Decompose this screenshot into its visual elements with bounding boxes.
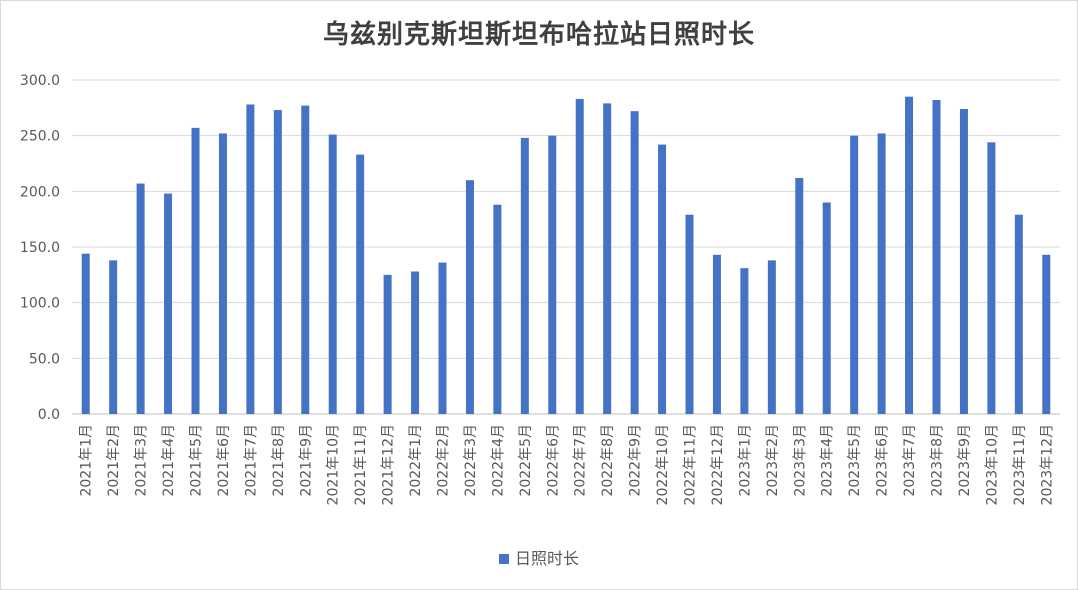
x-tick-label: 2022年5月: [518, 424, 534, 497]
x-tick-label: 2023年9月: [957, 424, 973, 497]
bar: [301, 105, 310, 415]
x-tick-label: 2023年6月: [875, 424, 891, 497]
bar: [411, 271, 420, 414]
x-tick-label: 2022年9月: [628, 424, 644, 497]
x-tick-label: 2022年3月: [463, 424, 479, 497]
x-tick-label: 2022年2月: [436, 424, 452, 497]
chart-title: 乌兹别克斯坦斯坦布哈拉站日照时长: [322, 20, 755, 50]
bar: [685, 214, 694, 414]
y-tick-label: 200.0: [20, 184, 60, 200]
x-tick-label: 2021年2月: [106, 424, 122, 497]
bar: [740, 268, 749, 414]
gridlines: [72, 79, 1060, 415]
bar: [767, 260, 776, 414]
x-tick-label: 2023年7月: [902, 424, 918, 497]
y-tick-label: 150.0: [20, 240, 60, 256]
x-tick-label: 2021年6月: [216, 424, 232, 497]
x-tick-label: 2023年11月: [1012, 424, 1028, 505]
x-tick-label: 2023年5月: [847, 424, 863, 497]
bar: [932, 100, 941, 414]
bar: [273, 110, 282, 414]
x-tick-label: 2021年10月: [326, 424, 342, 505]
bar: [164, 193, 173, 414]
bar: [136, 183, 145, 414]
bar: [328, 134, 337, 414]
x-tick-label: 2021年8月: [271, 424, 287, 497]
y-axis-ticks: 0.0 50.0 100.0 150.0 200.0 250.0 300.0: [20, 73, 60, 423]
bar: [603, 103, 612, 414]
x-axis-ticks: 2021年1月 2021年2月 2021年3月 2021年4月 2021年5月 2021年…: [79, 424, 1056, 505]
bar: [246, 104, 255, 414]
bar: [712, 254, 721, 414]
bar: [987, 142, 996, 414]
x-tick-label: 2021年7月: [243, 424, 259, 497]
bar: [575, 98, 584, 414]
y-tick-label: 50.0: [29, 351, 60, 367]
x-tick-label: 2022年6月: [545, 424, 561, 497]
bar: [822, 202, 831, 414]
bar: [548, 135, 557, 414]
legend-label: 日照时长: [514, 549, 579, 568]
bar: [658, 144, 667, 414]
bars: [81, 96, 1051, 415]
bar: [877, 133, 886, 414]
bar: [1014, 214, 1023, 414]
x-tick-label: 2022年8月: [600, 424, 616, 497]
x-tick-label: 2021年11月: [353, 424, 369, 505]
x-tick-label: 2023年4月: [820, 424, 836, 497]
bar: [520, 137, 529, 415]
x-tick-label: 2023年12月: [1039, 424, 1055, 505]
bar: [465, 180, 474, 414]
bar: [795, 177, 804, 414]
x-tick-label: 2021年12月: [381, 424, 397, 505]
x-tick-label: 2022年10月: [655, 424, 671, 505]
x-tick-label: 2022年1月: [408, 424, 424, 497]
x-tick-label: 2022年4月: [490, 424, 506, 497]
bar: [630, 111, 639, 414]
bar: [356, 154, 365, 415]
y-tick-label: 300.0: [20, 73, 60, 89]
bar: [383, 274, 392, 414]
bar: [81, 253, 90, 414]
bar: [438, 262, 447, 414]
x-tick-label: 2023年3月: [792, 424, 808, 497]
legend-swatch: [498, 553, 509, 564]
x-tick-label: 2022年11月: [683, 424, 699, 505]
x-tick-label: 2023年1月: [737, 424, 753, 497]
x-tick-label: 2022年12月: [710, 424, 726, 505]
x-tick-label: 2021年1月: [79, 424, 95, 497]
bar: [218, 133, 227, 414]
bar: [191, 127, 200, 414]
bar: [905, 96, 914, 414]
y-tick-label: 250.0: [20, 129, 60, 145]
x-tick-label: 2022年7月: [573, 424, 589, 497]
x-tick-label: 2021年5月: [189, 424, 205, 497]
x-tick-label: 2023年2月: [765, 424, 781, 497]
y-tick-label: 100.0: [20, 296, 60, 312]
bar: [959, 108, 968, 415]
legend: 日照时长: [0, 545, 1078, 569]
x-tick-label: 2021年9月: [298, 424, 314, 497]
bar: [850, 135, 859, 414]
bar: [493, 204, 502, 414]
x-tick-label: 2021年3月: [134, 424, 150, 497]
x-tick-label: 2023年8月: [930, 424, 946, 497]
bar: [109, 260, 118, 414]
x-tick-label: 2021年4月: [161, 424, 177, 497]
x-tick-label: 2023年10月: [984, 424, 1000, 505]
y-tick-label: 0.0: [38, 407, 60, 423]
bar: [1042, 254, 1051, 414]
